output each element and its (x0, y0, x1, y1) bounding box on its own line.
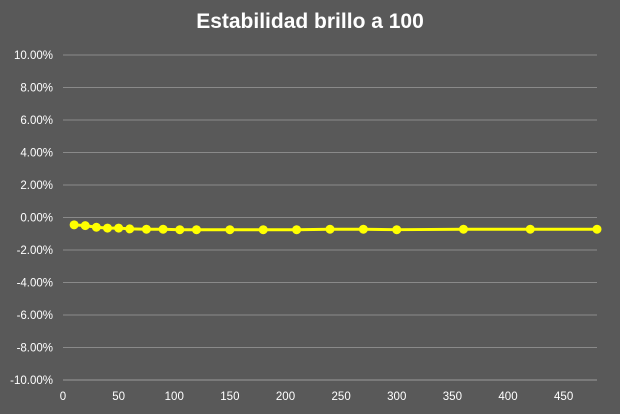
series (69, 220, 602, 235)
y-tick-label: -4.00% (17, 278, 53, 290)
x-tick-label: 450 (554, 391, 573, 403)
x-tick-label: 350 (443, 391, 462, 403)
data-point (258, 225, 268, 235)
data-point (158, 224, 168, 234)
x-tick-label: 150 (220, 391, 239, 403)
y-tick-label: -2.00% (17, 245, 53, 257)
data-point (292, 225, 302, 235)
data-point (592, 224, 602, 234)
chart-title: Estabilidad brillo a 100 (196, 10, 424, 33)
data-point (459, 224, 468, 234)
y-tick-label: 4.00% (20, 148, 53, 160)
data-point (525, 224, 535, 234)
data-point (125, 224, 135, 234)
data-point (225, 225, 235, 235)
data-point (103, 223, 112, 233)
data-point (392, 225, 402, 235)
data-point (69, 220, 79, 230)
data-point (358, 224, 368, 234)
x-tick-label: 400 (498, 391, 517, 403)
y-tick-label: 6.00% (20, 115, 53, 127)
data-point (141, 224, 151, 234)
data-point (114, 223, 124, 233)
y-tick-label: 8.00% (20, 83, 53, 95)
y-tick-label: 10.00% (14, 50, 53, 62)
y-tick-label: -8.00% (17, 343, 53, 355)
series-line (74, 223, 597, 232)
data-point (325, 224, 335, 234)
axes: 10.00% 8.00% 6.00% 4.00% 2.00% 0.00% -2.00% -4.… (10, 50, 597, 403)
y-tick-label: 0.00% (20, 213, 53, 225)
data-point (192, 225, 201, 235)
data-point (91, 222, 101, 232)
x-tick-label: 200 (276, 391, 295, 403)
x-tick-label: 300 (387, 391, 406, 403)
data-point (80, 221, 90, 231)
gridlines (63, 54, 597, 381)
x-tick-label: 50 (112, 391, 125, 403)
data-point (175, 225, 185, 235)
x-tick-label: 100 (165, 391, 184, 403)
y-tick-label: -10.00% (10, 375, 53, 387)
x-tick-label: 0 (60, 391, 66, 403)
y-tick-label: 2.00% (20, 180, 53, 192)
x-tick-label: 250 (332, 391, 351, 403)
y-tick-label: -6.00% (17, 310, 53, 322)
